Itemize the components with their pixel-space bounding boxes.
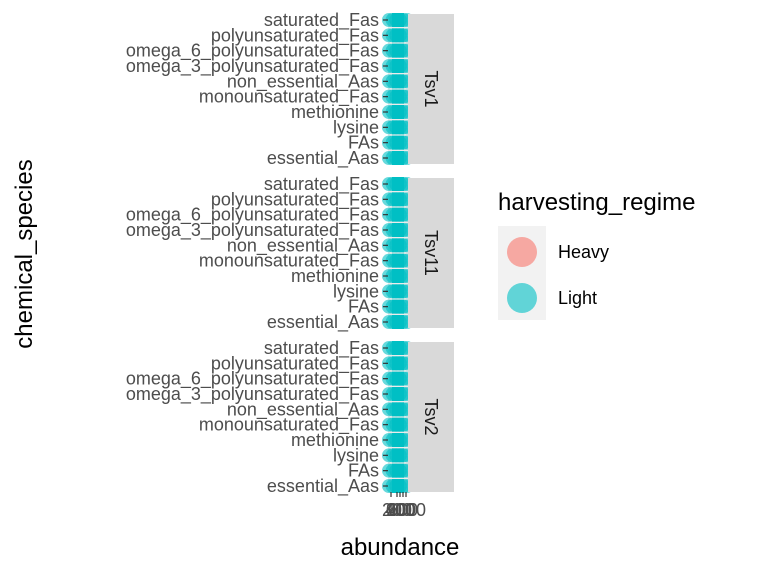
y-tick-label: non_essential_Aas [227,71,379,92]
data-point-cluster [392,315,404,329]
y-tick-label: polyunsaturated_Fas [211,353,379,374]
x-tick-label: 200 [382,500,412,520]
data-point-cluster [392,151,404,165]
y-tick-label: saturated_Fas [264,338,379,359]
y-tick-label: omega_6_polyunsaturated_Fas [126,369,379,390]
legend: harvesting_regime Heavy Light [498,189,695,320]
y-tick-label: omega_3_polyunsaturated_Fas [126,384,379,405]
data-point-cluster [392,43,404,58]
y-tick-label: monounsaturated_Fas [199,87,379,108]
y-tick-label: saturated_Fas [264,174,379,195]
y-tick-label: FAs [348,297,379,317]
data-point-cluster [392,59,404,73]
y-axis-ticks: essential_AasFAslysinemethioninemonounsa… [126,10,388,497]
facet-Tsv2: Tsv2 [382,341,454,493]
legend-title: harvesting_regime [498,189,695,216]
legend-label-light: Light [558,288,597,308]
y-tick-label: polyunsaturated_Fas [211,189,379,210]
x-tick-label: 0 [386,500,396,520]
facet-panels: Tsv1 Tsv11 Tsv2 [382,13,454,493]
data-point-cluster [392,269,404,283]
data-point-cluster [392,13,404,27]
y-tick-label: omega_3_polyunsaturated_Fas [126,56,379,77]
x-axis-title: abundance [341,534,460,561]
y-tick-label: lysine [333,117,379,137]
y-tick-label: lysine [333,281,379,301]
data-point-cluster [392,223,404,237]
data-point-cluster [392,463,404,478]
y-axis-title: chemical_species [11,159,38,348]
strip-label-Tsv11: Tsv11 [421,230,441,276]
data-point-cluster [392,479,404,493]
data-point-cluster [392,433,404,447]
y-tick-label: essential_Aas [267,476,379,497]
y-tick-label: lysine [333,445,379,465]
y-tick-label: omega_3_polyunsaturated_Fas [126,220,379,241]
y-tick-label: saturated_Fas [264,10,379,31]
data-point-cluster [392,402,404,417]
x-tick-label: 600 [388,500,418,520]
y-tick-label: omega_6_polyunsaturated_Fas [126,41,379,62]
y-tick-label: methionine [291,266,379,286]
y-tick-label: essential_Aas [267,312,379,333]
data-point-cluster [392,299,404,314]
data-point-cluster [392,284,404,299]
data-point-cluster [392,89,404,104]
y-tick-label: non_essential_Aas [227,399,379,420]
data-point-cluster [392,253,404,268]
strip-background [408,178,454,328]
data-point-cluster [392,238,404,253]
data-point-cluster [392,177,404,191]
data-point-cluster [392,356,404,371]
x-tick-label: 400 [385,500,415,520]
data-point-cluster [392,341,404,355]
data-point-cluster [392,207,404,222]
data-point-cluster [392,417,404,432]
legend-label-heavy: Heavy [558,242,609,262]
y-tick-label: monounsaturated_Fas [199,415,379,436]
strip-label-Tsv1: Tsv1 [421,70,441,107]
legend-key-heavy [507,237,537,267]
x-tick-label: 2000 [386,500,426,520]
y-tick-label: omega_6_polyunsaturated_Fas [126,205,379,226]
y-tick-label: non_essential_Aas [227,235,379,256]
y-tick-label: polyunsaturated_Fas [211,25,379,46]
data-point-cluster [392,371,404,386]
data-point-cluster [392,192,404,207]
data-point-cluster [392,448,404,463]
data-point-cluster [392,135,404,150]
y-tick-label: methionine [291,102,379,122]
data-point-cluster [392,387,404,401]
data-point-cluster [392,105,404,119]
y-tick-label: monounsaturated_Fas [199,251,379,272]
data-point-cluster [392,120,404,135]
legend-key-light [507,283,537,313]
y-tick-label: essential_Aas [267,148,379,169]
data-point-cluster [392,28,404,43]
y-tick-label: FAs [348,461,379,481]
strip-label-Tsv2: Tsv2 [421,398,441,435]
y-tick-label: FAs [348,133,379,153]
strip-background [408,14,454,164]
facet-Tsv1: Tsv1 [382,13,454,165]
strip-background [408,342,454,492]
data-point-cluster [392,74,404,89]
facet-Tsv11: Tsv11 [382,177,454,329]
y-tick-label: methionine [291,430,379,450]
